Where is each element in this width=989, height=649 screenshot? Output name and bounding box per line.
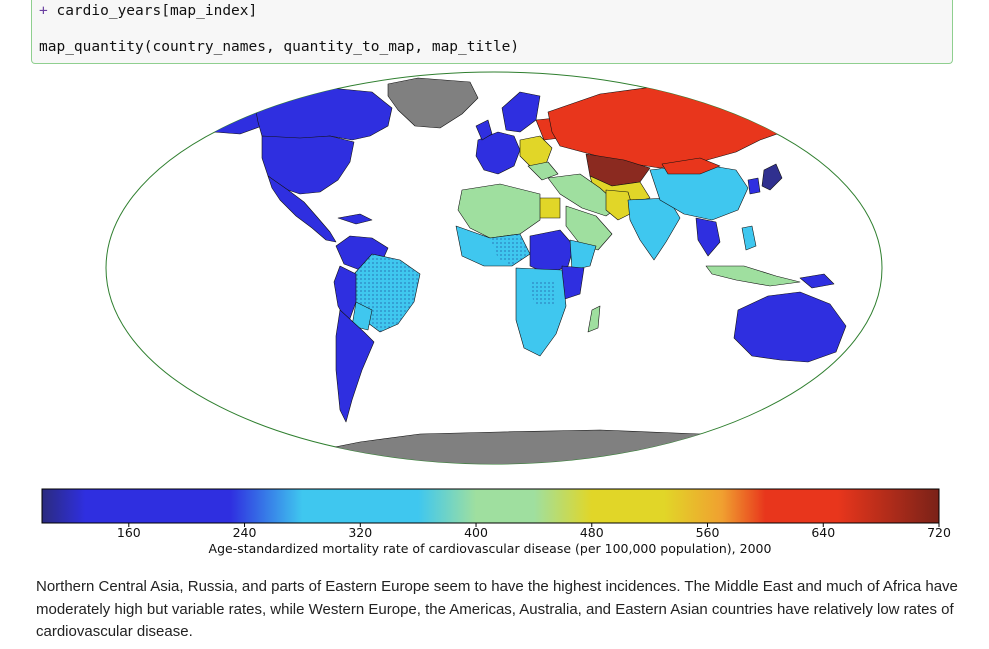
horn-of-africa [569, 239, 597, 271]
caribbean [337, 213, 373, 225]
southern-africa-dots [530, 280, 556, 306]
colorbar-tick-label: 640 [811, 525, 835, 540]
new-guinea [799, 273, 835, 289]
greenland [387, 77, 479, 129]
colorbar-label: Age-standardized mortality rate of cardi… [209, 541, 772, 556]
mexico-central-america [267, 175, 337, 243]
british-isles [475, 119, 493, 141]
code-cell[interactable]: + cardio_years[map_index] map_quantity(c… [31, 0, 953, 64]
western-europe [475, 131, 521, 175]
argentina-chile [335, 309, 375, 423]
colorbar-tick-label: 240 [233, 525, 257, 540]
arabian-peninsula [565, 205, 613, 251]
colorbar-tick-label: 400 [464, 525, 488, 540]
colorbar-tick-label: 480 [580, 525, 604, 540]
colorbar-tick-label: 320 [348, 525, 372, 540]
colorbar-ticks: 160 240 320 400 480 560 640 720 [117, 523, 951, 540]
australia [733, 291, 847, 363]
korea [747, 177, 761, 195]
philippines [741, 225, 757, 251]
world-map-svg [105, 71, 883, 465]
code-line-1-text: cardio_years[map_index] [47, 3, 258, 19]
colorbar-tick-label: 160 [117, 525, 141, 540]
canada [254, 87, 393, 141]
alaska [197, 99, 263, 135]
indonesia [705, 265, 801, 287]
colorbar-gradient-bar [41, 488, 940, 524]
alaska-red-tip [192, 107, 211, 121]
colorbar-tick-label: 560 [696, 525, 720, 540]
central-africa [529, 229, 575, 275]
code-plus-operator: + [39, 3, 48, 19]
colorbar-tick-label: 720 [927, 525, 951, 540]
description-paragraph: Northern Central Asia, Russia, and parts… [36, 578, 958, 640]
colorbar: 160 240 320 400 480 560 640 720 Age-standardize… [0, 485, 989, 560]
balkans-green [527, 161, 559, 181]
code-line-2: map_quantity(country_names, quantity_to_… [39, 39, 520, 55]
code-line-1: + cardio_years[map_index] [39, 3, 257, 19]
usa [261, 135, 355, 195]
egypt [537, 197, 561, 219]
world-map [0, 70, 989, 480]
madagascar [587, 305, 601, 333]
pakistan-afghan [605, 189, 635, 221]
new-zealand [831, 365, 853, 397]
mongolia [661, 157, 721, 175]
paraguay [351, 301, 373, 331]
west-africa-dots [490, 234, 530, 266]
southeast-asia [695, 217, 721, 257]
colorbar-svg: 160 240 320 400 480 560 640 720 Age-standardize… [41, 488, 951, 556]
japan [761, 163, 783, 191]
